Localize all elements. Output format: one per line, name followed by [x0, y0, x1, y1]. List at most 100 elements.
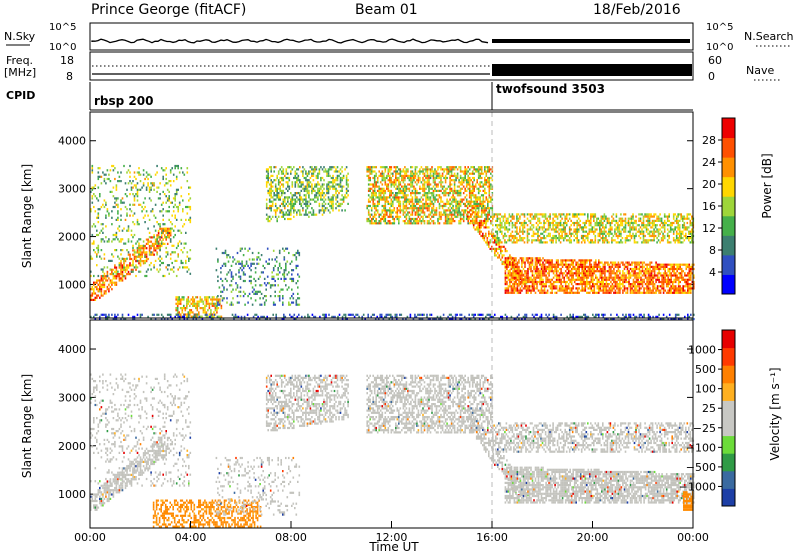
data-cell [485, 209, 488, 212]
data-cell [378, 192, 380, 195]
data-cell [438, 196, 441, 199]
data-cell [572, 278, 574, 281]
data-cell [144, 244, 146, 248]
data-cell [150, 186, 152, 189]
data-cell [192, 296, 194, 299]
data-cell [376, 209, 379, 212]
data-cell [608, 272, 611, 275]
data-cell [413, 207, 415, 210]
data-cell [542, 265, 544, 268]
data-cell [434, 168, 436, 171]
data-cell [509, 254, 511, 257]
data-cell [176, 296, 179, 299]
data-cell [109, 259, 112, 262]
data-cell [342, 174, 345, 177]
data-cell [567, 285, 570, 288]
data-cell [367, 187, 370, 190]
data-cell [398, 204, 400, 208]
data-cell [604, 274, 606, 277]
data-cell [586, 280, 588, 284]
data-cell [426, 181, 429, 184]
data-cell [587, 287, 590, 290]
data-cell [605, 278, 608, 281]
data-cell [370, 170, 373, 173]
data-cell [658, 276, 660, 279]
data-cell [323, 166, 325, 169]
data-cell [429, 204, 432, 208]
data-cell [602, 265, 605, 268]
data-cell [297, 198, 300, 201]
data-cell [413, 187, 415, 190]
data-cell [467, 222, 469, 225]
data-cell [285, 172, 288, 175]
data-cell [117, 273, 119, 276]
data-cell [587, 283, 590, 286]
data-cell [312, 179, 315, 182]
data-cell [411, 200, 414, 203]
data-cell [290, 200, 292, 203]
data-cell [285, 277, 287, 280]
data-cell [572, 287, 574, 290]
data-cell [491, 209, 494, 212]
data-cell [213, 304, 215, 307]
data-cell [411, 207, 414, 210]
data-cell [407, 187, 409, 190]
data-cell [129, 180, 131, 183]
data-cell [459, 211, 462, 214]
data-cell [165, 201, 167, 204]
data-cell [572, 263, 574, 266]
data-cell [260, 271, 263, 274]
data-cell [342, 198, 345, 201]
data-cell [441, 185, 444, 188]
data-cell [513, 267, 516, 271]
data-cell [635, 272, 638, 275]
data-cell [487, 176, 489, 180]
data-cell [455, 179, 457, 182]
data-cell [186, 270, 189, 273]
data-cell [443, 168, 445, 171]
data-cell [338, 174, 340, 177]
data-cell [407, 198, 409, 201]
data-cell [647, 280, 650, 284]
data-cell [462, 179, 465, 182]
data-cell [169, 229, 172, 233]
data-cell [293, 211, 295, 214]
data-cell [341, 189, 343, 192]
data-cell [118, 180, 121, 183]
data-cell [676, 270, 678, 273]
data-cell [637, 289, 639, 292]
data-cell [545, 285, 547, 288]
data-cell [631, 287, 633, 290]
data-cell [422, 185, 424, 188]
data-cell [673, 278, 675, 281]
data-cell [278, 251, 281, 255]
data-cell [91, 195, 94, 198]
data-cell [629, 287, 632, 290]
data-cell [495, 247, 498, 250]
data-cell [386, 166, 388, 169]
data-cell [138, 223, 140, 226]
data-cell [336, 183, 339, 186]
data-cell [189, 218, 192, 221]
data-cell [488, 217, 491, 221]
data-cell [507, 278, 510, 281]
data-cell [450, 207, 453, 210]
data-cell [462, 185, 465, 188]
data-cell [438, 213, 441, 216]
data-cell [561, 289, 564, 292]
data-cell [94, 225, 97, 228]
data-cell [549, 265, 552, 268]
data-cell [189, 197, 192, 200]
data-cell [384, 202, 387, 205]
data-cell [579, 276, 582, 279]
data-cell [260, 284, 263, 287]
data-cell [646, 267, 648, 271]
data-cell [282, 185, 285, 188]
data-cell [176, 298, 179, 301]
data-cell [204, 311, 206, 314]
data-cell [282, 168, 285, 171]
data-cell [649, 270, 651, 273]
data-cell [315, 196, 318, 199]
data-cell [573, 280, 576, 284]
data-cell [138, 171, 140, 174]
